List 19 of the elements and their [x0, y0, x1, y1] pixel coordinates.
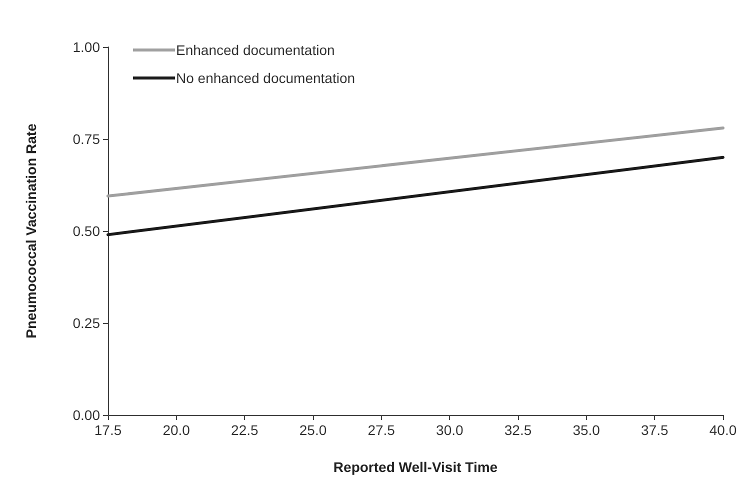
- x-tick-label: 37.5: [641, 422, 669, 438]
- y-tick-label: 1.00: [72, 39, 100, 55]
- y-tick-label: 0.75: [72, 131, 100, 147]
- legend-label: No enhanced documentation: [176, 70, 356, 86]
- x-tick-label: 17.5: [94, 422, 122, 438]
- x-tick-label: 22.5: [231, 422, 259, 438]
- x-tick-label: 32.5: [504, 422, 532, 438]
- y-tick-label: 0.00: [72, 407, 100, 423]
- x-tick-label: 35.0: [572, 422, 600, 438]
- y-tick-label: 0.50: [72, 223, 100, 239]
- x-tick-label: 27.5: [368, 422, 396, 438]
- y-axis-title: Pneumococcal Vaccination Rate: [23, 123, 39, 338]
- y-tick-label: 0.25: [72, 315, 100, 331]
- x-tick-label: 25.0: [299, 422, 327, 438]
- x-tick-label: 30.0: [436, 422, 464, 438]
- x-tick-label: 40.0: [709, 422, 737, 438]
- legend-label: Enhanced documentation: [176, 42, 335, 58]
- x-axis-title: Reported Well-Visit Time: [333, 459, 498, 475]
- x-tick-label: 20.0: [162, 422, 190, 438]
